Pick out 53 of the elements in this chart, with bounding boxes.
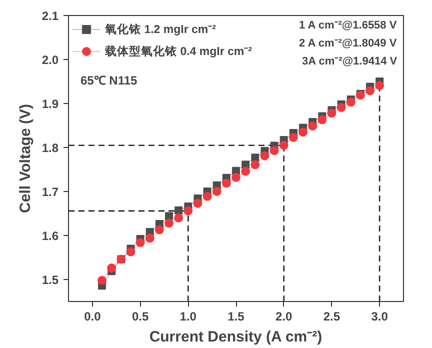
legend-label: 载体型氧化铱 0.4 mgIr cm⁻² [105,44,252,59]
point [154,225,164,234]
point [136,238,145,248]
point [165,212,173,220]
point [107,264,116,273]
point [212,187,222,196]
point [250,160,260,170]
annotation: 1 A cm⁻²@1.6558 V [299,20,398,32]
point [184,206,193,216]
point [336,102,346,112]
x-tick-label: 2.0 [276,310,293,324]
x-tick-label: 1.5 [228,310,245,324]
point [279,140,288,150]
point [375,80,384,90]
point [98,276,106,285]
point [222,178,231,188]
annotation: 3A cm⁻²@1.9414 V [302,56,398,68]
point [251,154,260,162]
point [232,172,240,182]
point [318,115,327,124]
x-tick-label: 3.0 [371,310,388,324]
legend-label: 氧化铱 1.2 mgIr cm⁻² [105,22,216,37]
point [288,132,298,142]
point [298,128,308,137]
point [145,234,154,243]
x-tick-label: 0.0 [84,310,102,324]
y-tick-label: 1.6 [42,229,59,243]
y-tick-label: 1.5 [42,273,59,287]
y-tick-label: 2.0 [42,53,59,67]
point [260,151,270,160]
y-tick-label: 2.1 [42,9,59,23]
y-tick-label: 1.9 [42,97,59,111]
point [241,166,250,176]
x-tick-label: 1.0 [180,310,197,324]
x-axis-title: Current Density (A cm⁻²) [149,328,322,346]
point [174,213,184,222]
point [270,146,279,156]
y-axis-title: Cell Voltage (V) [16,104,34,213]
point [193,198,202,208]
point [164,218,174,228]
y-tick-label: 1.7 [42,185,59,199]
point [366,86,374,96]
point [126,247,136,256]
point [327,108,336,118]
annotation: 65℃ N115 [80,74,138,88]
point [202,192,212,201]
annotation: 2 A cm⁻²@1.8049 V [299,38,398,50]
x-tick-label: 0.5 [132,310,149,324]
point [308,121,318,130]
y-tick-label: 1.8 [42,141,59,155]
point [174,206,183,214]
point [346,98,356,107]
x-tick-label: 2.5 [323,310,340,324]
